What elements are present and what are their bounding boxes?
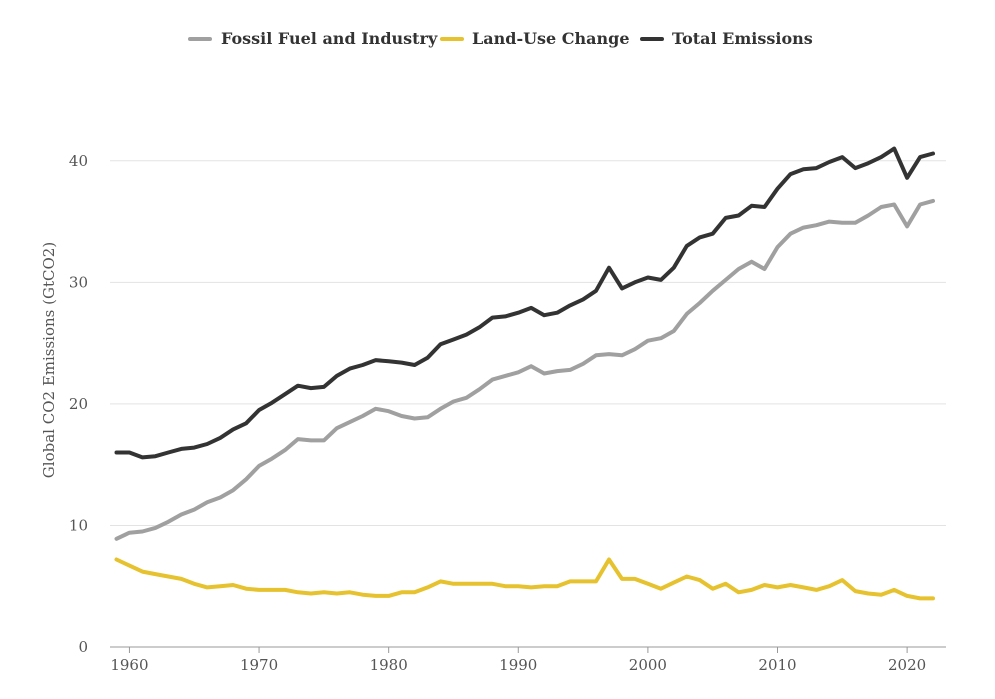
- legend-item-fossil[interactable]: Fossil Fuel and Industry: [188, 29, 438, 48]
- y-axis-title: Global CO2 Emissions (GtCO2): [40, 242, 58, 478]
- series-line-land-use-change[interactable]: [114, 557, 935, 601]
- x-tick-label: 1970: [240, 656, 278, 674]
- gridlines: [110, 160, 946, 526]
- x-tick-label: 1960: [110, 656, 148, 674]
- y-tick-label: 30: [69, 273, 88, 291]
- y-tick-label: 20: [69, 395, 88, 413]
- y-axis-ticks: 0 10 20 30 40: [69, 152, 88, 656]
- legend-label-land-use: Land-Use Change: [472, 29, 630, 48]
- legend-item-land-use[interactable]: Land-Use Change: [440, 29, 630, 48]
- x-tick-label: 2010: [758, 656, 796, 674]
- legend-label-fossil: Fossil Fuel and Industry: [221, 29, 438, 48]
- x-tick-label: 1990: [499, 656, 537, 674]
- x-tick-label: 1980: [370, 656, 408, 674]
- legend-item-total[interactable]: Total Emissions: [640, 29, 813, 48]
- series-lines: [114, 146, 935, 601]
- y-tick-label: 0: [78, 638, 88, 656]
- legend[interactable]: Fossil Fuel and Industry Land-Use Change…: [188, 29, 813, 48]
- x-tick-label: 2020: [888, 656, 926, 674]
- series-line-fossil-fuel-and-industry[interactable]: [114, 198, 935, 541]
- x-axis: 1960 1970 1980 1990 2000 2010 2020: [110, 646, 946, 674]
- legend-label-total: Total Emissions: [672, 29, 813, 48]
- y-tick-label: 40: [69, 152, 88, 170]
- series-line-total-emissions[interactable]: [114, 146, 935, 460]
- y-tick-label: 10: [69, 516, 88, 534]
- x-tick-label: 2000: [629, 656, 667, 674]
